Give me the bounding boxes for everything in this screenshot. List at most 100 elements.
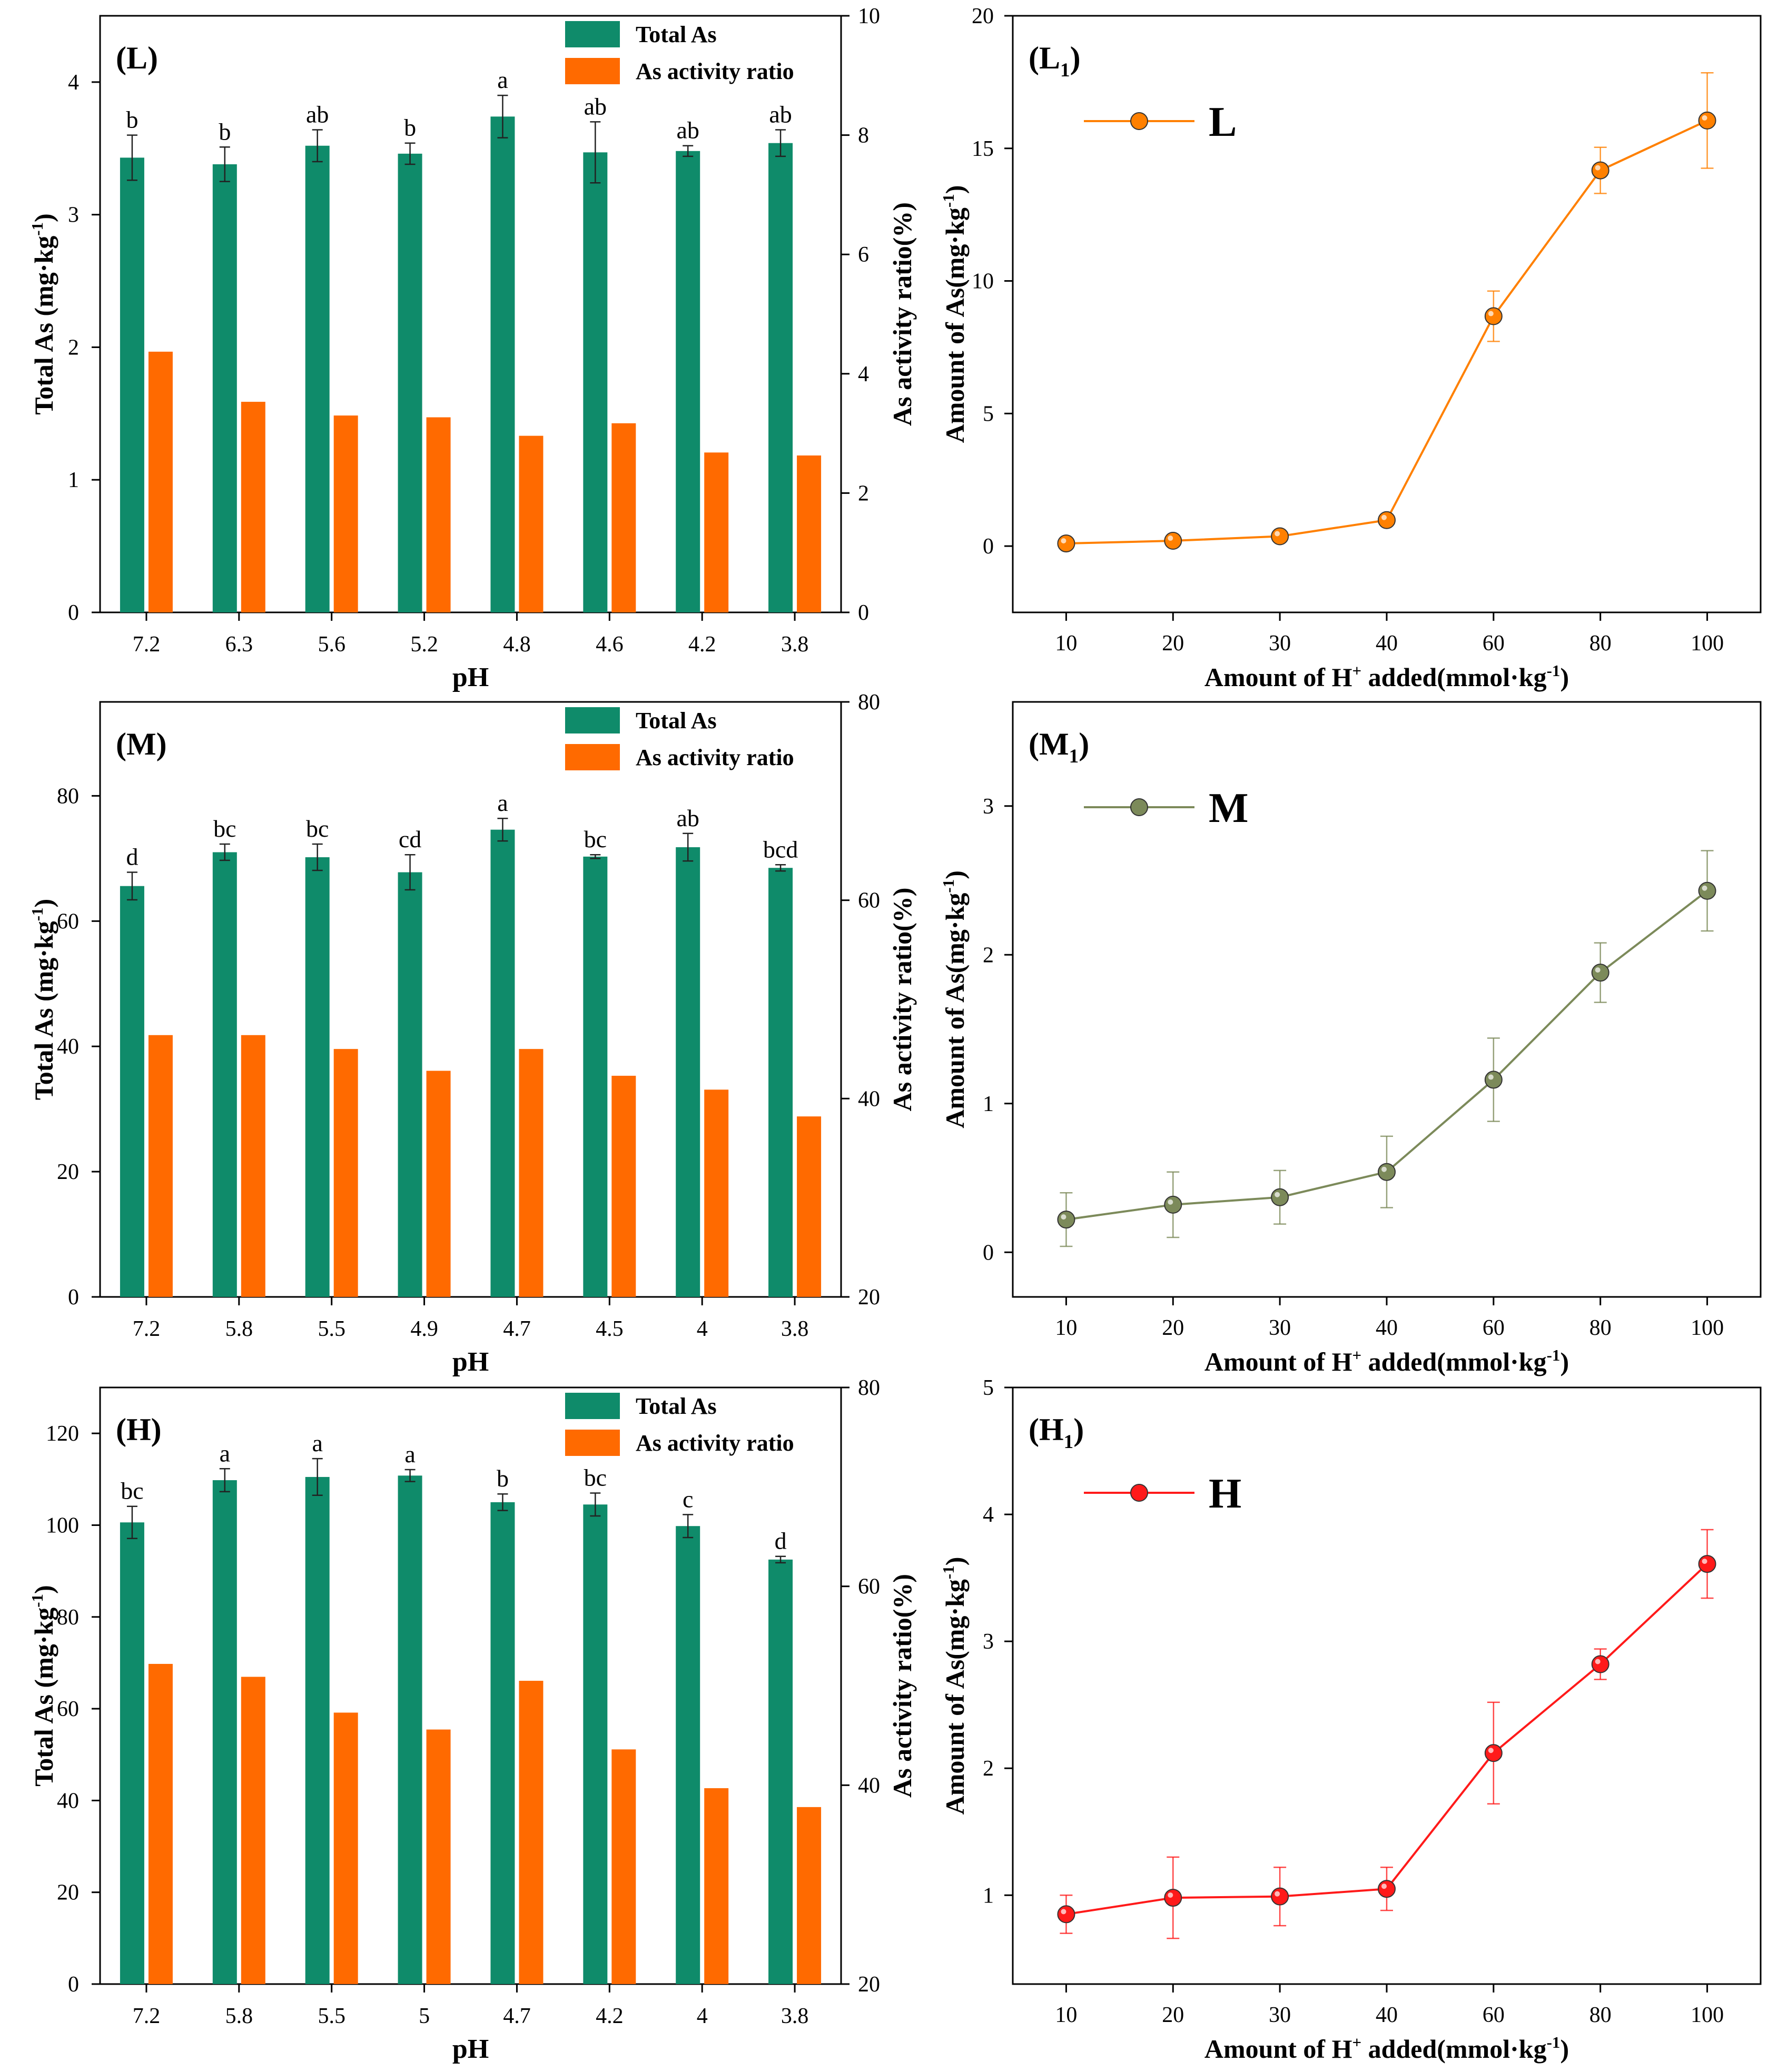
y-axis-title-left-part: ) [29, 1585, 58, 1594]
data-point [1271, 527, 1289, 546]
data-point-highlight [1702, 885, 1707, 891]
bar-total-as [768, 143, 793, 612]
y-tick-label: 15 [972, 137, 994, 161]
significance-letter: bc [121, 1478, 143, 1504]
x-axis-title: Amount of H+ added(mmol·kg-1) [1204, 661, 1569, 692]
x-tick-label: 5.8 [225, 2004, 253, 2028]
data-point [1271, 1188, 1289, 1206]
data-point [1057, 534, 1075, 553]
y-tick-label: 0 [983, 534, 994, 559]
data-point [1698, 1555, 1716, 1573]
legend-swatch-activity-ratio [565, 1430, 620, 1456]
data-point [1378, 1880, 1396, 1898]
panel-label: (M1) [1029, 727, 1089, 767]
bar-activity-ratio [148, 351, 173, 612]
legend-label-total-as: Total As [636, 1393, 717, 1419]
data-point [1698, 111, 1716, 130]
data-point-highlight [1488, 1748, 1494, 1753]
x-axis-title-part: added(mmol·kg [1361, 1347, 1546, 1376]
x-tick-label: 4.7 [503, 1317, 531, 1341]
data-point [1164, 1889, 1182, 1907]
x-axis-title: pH [452, 1347, 489, 1377]
y-axis-title-left-part: ) [29, 213, 58, 222]
data-point-highlight [1488, 311, 1494, 316]
x-tick-label: 7.2 [133, 1317, 161, 1341]
x-axis-title: Amount of H+ added(mmol·kg-1) [1204, 1346, 1569, 1376]
left-tick-label: 60 [57, 1697, 79, 1721]
y-axis-title-part: ) [940, 185, 970, 194]
panel-label-part: ) [1079, 727, 1089, 761]
bar-activity-ratio [611, 1076, 636, 1297]
data-point-highlight [1061, 1909, 1066, 1915]
x-axis-title-part: Amount of H [1204, 2034, 1352, 2064]
significance-letter: ab [584, 93, 607, 120]
significance-letter: c [683, 1485, 693, 1512]
y-axis-title-part: ) [940, 870, 970, 879]
legend-swatch-activity-ratio [565, 744, 620, 770]
left-tick-label: 40 [57, 1789, 79, 1813]
y-axis-title-part: Amount of As(mg·kg [940, 893, 970, 1128]
legend-label: H [1209, 1471, 1241, 1517]
significance-letter: ab [676, 805, 699, 831]
bar-total-as [212, 1480, 237, 1984]
right-tick-label: 60 [858, 1575, 880, 1599]
bar-total-as [305, 1476, 330, 1984]
panel-label-part: (H [1029, 1412, 1064, 1447]
left-tick-label: 0 [68, 1972, 79, 1997]
data-point-highlight [1381, 1166, 1387, 1172]
right-tick-label: 80 [858, 1376, 880, 1400]
bar-total-as [398, 1475, 422, 1984]
x-tick-label: 5.6 [318, 632, 345, 657]
x-tick-label: 10 [1055, 1316, 1077, 1340]
data-point-highlight [1168, 1892, 1173, 1898]
panel-label-part: 1 [1064, 1431, 1074, 1453]
data-point-highlight [1061, 1214, 1066, 1220]
bar-total-as [120, 1522, 144, 1984]
significance-letter: d [775, 1528, 787, 1554]
x-tick-label: 4.6 [596, 632, 624, 657]
panel-label-part: ) [1073, 1412, 1084, 1447]
data-point-highlight [1275, 1192, 1280, 1197]
x-tick-label: 60 [1483, 631, 1505, 656]
x-tick-label: 5.5 [318, 2004, 345, 2028]
legend-swatch-total-as [565, 21, 620, 47]
bar-total-as [676, 151, 700, 612]
left-tick-label: 0 [68, 601, 79, 625]
x-tick-label: 80 [1589, 2003, 1612, 2027]
x-axis-title: pH [452, 2034, 489, 2064]
data-point-highlight [1595, 1659, 1601, 1664]
data-point [1271, 1887, 1289, 1906]
x-axis-title-part: -1 [1547, 661, 1560, 680]
y-axis-title-left-part: ) [29, 899, 58, 908]
x-tick-label: 4.9 [410, 1317, 438, 1341]
x-tick-label: 4 [697, 2004, 708, 2028]
x-tick-label: 40 [1376, 1316, 1398, 1340]
bar-activity-ratio [426, 1729, 451, 1984]
x-tick-label: 10 [1055, 631, 1077, 656]
bar-total-as [583, 856, 608, 1297]
y-axis-title-left: Total As (mg·kg-1) [28, 213, 58, 414]
significance-letter: bc [213, 815, 236, 842]
x-axis-title-part: ) [1560, 1347, 1569, 1376]
left-tick-label: 100 [46, 1513, 79, 1538]
bar-activity-ratio [333, 415, 358, 612]
x-tick-label: 4 [697, 1317, 708, 1341]
x-tick-label: 5.2 [410, 632, 438, 657]
panel-label: (M) [116, 727, 167, 761]
y-tick-label: 3 [983, 1630, 994, 1654]
x-tick-label: 3.8 [781, 2004, 809, 2028]
bar-total-as [490, 829, 515, 1297]
legend-marker [1130, 112, 1148, 130]
bar-total-as [768, 868, 793, 1297]
y-tick-label: 5 [983, 1376, 994, 1400]
bar-activity-ratio [797, 455, 822, 612]
legend-label-activity-ratio: As activity ratio [636, 745, 794, 770]
bar-activity-ratio [426, 1070, 451, 1297]
legend-label-activity-ratio: As activity ratio [636, 58, 794, 84]
data-point [1591, 161, 1609, 180]
bar-total-as [490, 1502, 515, 1984]
data-point-highlight [1702, 1559, 1707, 1564]
series-line [1066, 1563, 1708, 1916]
significance-letter: a [312, 1430, 322, 1456]
legend-label: M [1209, 785, 1249, 831]
